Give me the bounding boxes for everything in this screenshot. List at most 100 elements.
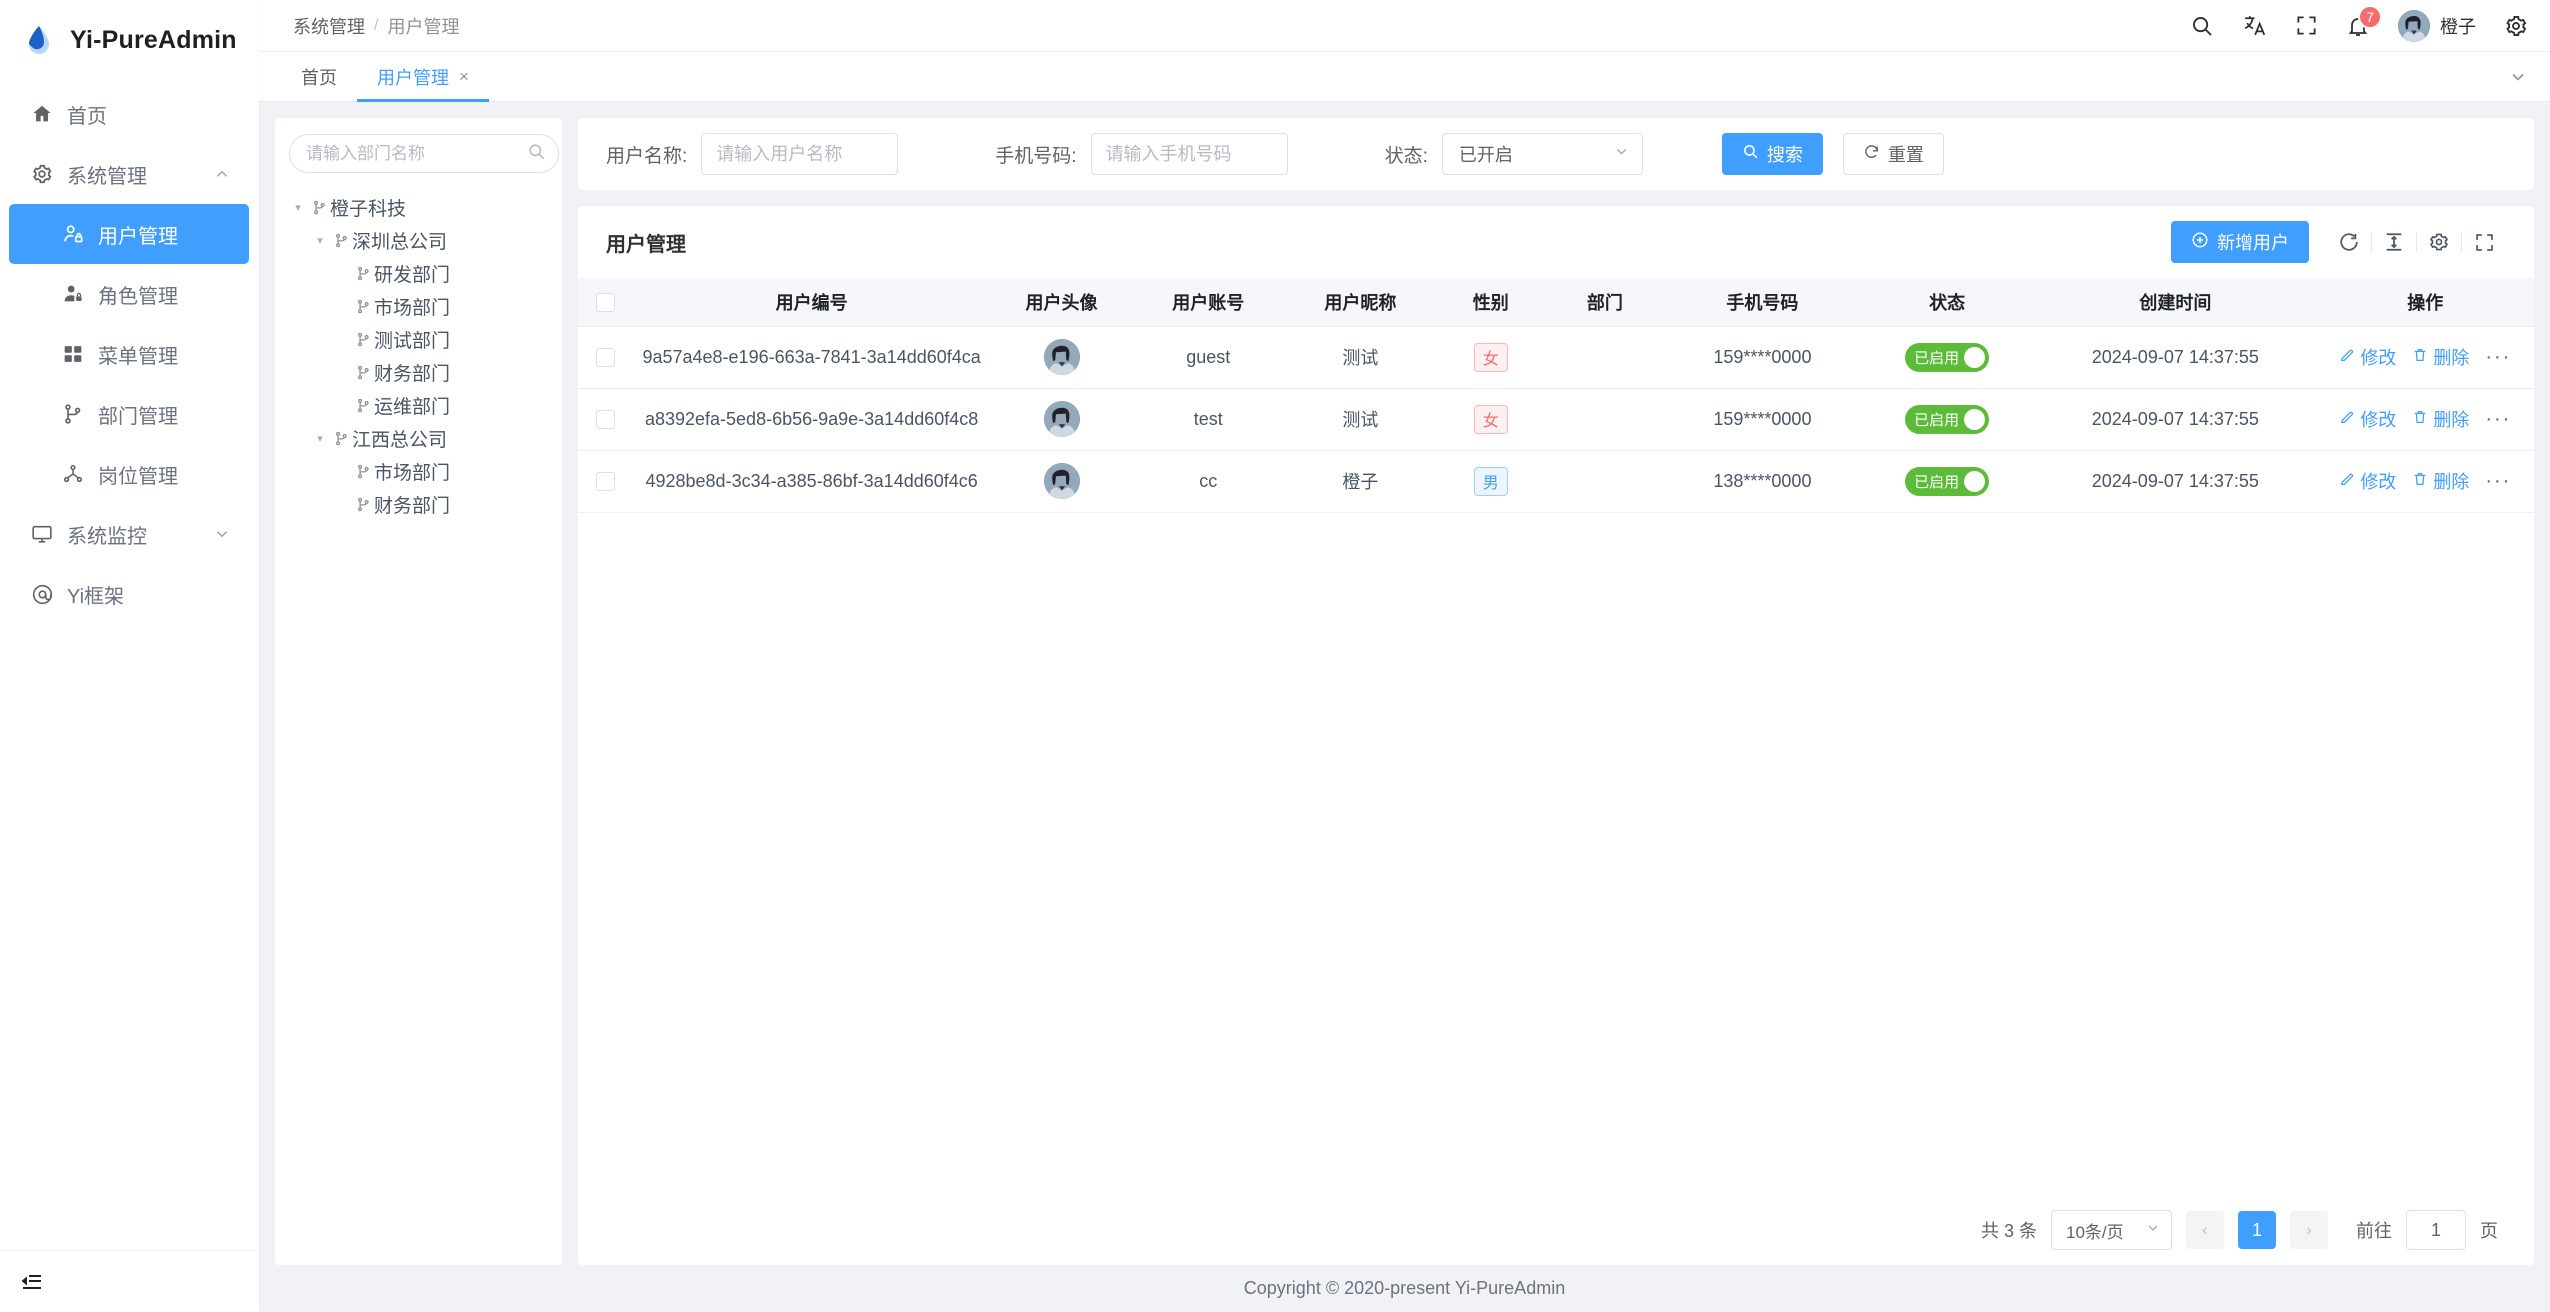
status-toggle[interactable]: 已启用 (1905, 404, 1990, 434)
tree-node[interactable]: 市场部门 (275, 290, 562, 323)
row-checkbox[interactable] (595, 410, 615, 430)
row-checkbox[interactable] (595, 348, 615, 368)
tree-node[interactable]: 运维部门 (275, 389, 562, 422)
fullscreen-icon[interactable] (2295, 14, 2318, 37)
sidebar-item-user-management[interactable]: 用户管理 (9, 204, 249, 264)
branch-icon (353, 266, 373, 281)
tab-user-management[interactable]: 用户管理 × (357, 52, 489, 102)
density-icon[interactable] (2372, 222, 2416, 262)
toggle-knob (1964, 408, 1986, 430)
more-actions-icon[interactable]: ··· (2485, 470, 2512, 492)
cell-operations: 修改 删除 ··· (2316, 450, 2534, 513)
table-header-row: 用户编号 用户头像 用户账号 用户昵称 性别 部门 手机号码 状态 创建时间 操… (578, 278, 2534, 326)
page-number-1[interactable]: 1 (2238, 1211, 2276, 1249)
status-toggle[interactable]: 已启用 (1905, 342, 1990, 372)
select-all-checkbox[interactable] (595, 293, 615, 312)
tree-node[interactable]: 市场部门 (275, 455, 562, 488)
username-input-field[interactable] (716, 143, 884, 165)
tree-node[interactable]: ▾ 江西总公司 (275, 422, 562, 455)
chevron-down-icon (213, 525, 231, 543)
table-row[interactable]: 4928be8d-3c34-a385-86bf-3a14dd60f4c6 cc … (578, 450, 2534, 513)
sidebar-item-label: 系统监控 (67, 525, 147, 548)
status-select[interactable]: 已开启 (1441, 133, 1643, 175)
reset-button[interactable]: 重置 (1842, 133, 1944, 175)
search-input-field[interactable] (306, 143, 527, 164)
sidebar-item-yi-framework[interactable]: Yi框架 (9, 564, 249, 624)
cell-nickname: 测试 (1284, 325, 1437, 389)
brand[interactable]: Yi-PureAdmin (0, 0, 258, 80)
add-user-button[interactable]: 新增用户 (2171, 221, 2309, 263)
branch-icon (353, 398, 373, 413)
settings-icon[interactable] (2417, 222, 2461, 262)
translate-icon[interactable] (2242, 13, 2267, 38)
sidebar-item-label: 首页 (67, 105, 107, 128)
close-icon[interactable]: × (459, 66, 469, 86)
tabbar: 首页 用户管理 × (259, 52, 2550, 102)
next-page-button[interactable]: › (2290, 1211, 2328, 1249)
bell-icon[interactable]: 7 (2346, 4, 2382, 38)
column-created: 创建时间 (2034, 278, 2317, 326)
sidebar-item-system-monitor[interactable]: 系统监控 (9, 504, 249, 564)
cell-account: guest (1132, 325, 1285, 389)
fullscreen-icon[interactable] (2462, 222, 2506, 262)
edit-button[interactable]: 修改 (2339, 406, 2396, 432)
sidebar-item-system-management[interactable]: 系统管理 (9, 144, 249, 204)
sidebar-item-post-management[interactable]: 岗位管理 (9, 444, 249, 504)
sidebar-item-label: 系统管理 (67, 165, 147, 188)
table-row[interactable]: 9a57a4e8-e196-663a-7841-3a14dd60f4ca gue… (578, 325, 2534, 389)
sidebar-menu: 首页 系统管理 (0, 84, 258, 624)
search-button[interactable]: 搜索 (1721, 133, 1823, 175)
tree-node[interactable]: 财务部门 (275, 488, 562, 521)
edit-button[interactable]: 修改 (2339, 344, 2396, 370)
delete-button[interactable]: 删除 (2412, 406, 2469, 432)
sidebar-item-home[interactable]: 首页 (9, 84, 249, 144)
user-menu[interactable]: 橙子 (2398, 9, 2476, 42)
search-icon[interactable] (2190, 14, 2214, 38)
table-row[interactable]: a8392efa-5ed8-6b56-9a9e-3a14dd60f4c8 tes… (578, 388, 2534, 451)
breadcrumb-item[interactable]: 用户管理 (387, 16, 460, 37)
sidebar-item-role-management[interactable]: 角色管理 (9, 264, 249, 324)
phone-input[interactable] (1090, 133, 1288, 175)
refresh-icon[interactable] (2327, 222, 2371, 262)
sidebar-item-menu-management[interactable]: 菜单管理 (9, 324, 249, 384)
tree-node-label: 橙子科技 (330, 199, 407, 220)
sidebar-item-department-management[interactable]: 部门管理 (9, 384, 249, 444)
more-actions-icon[interactable]: ··· (2485, 408, 2512, 430)
tree-node[interactable]: 财务部门 (275, 356, 562, 389)
collapse-sidebar-icon[interactable] (20, 1270, 44, 1294)
select-all-header (578, 278, 633, 326)
jump-page-field[interactable] (2407, 1219, 2465, 1241)
delete-button[interactable]: 删除 (2412, 468, 2469, 494)
caret-icon[interactable]: ▾ (317, 235, 323, 247)
home-icon (30, 102, 54, 126)
jump-page-input[interactable] (2406, 1210, 2466, 1250)
row-select-cell (578, 325, 633, 389)
prev-page-button[interactable]: ‹ (2186, 1211, 2224, 1249)
edit-button[interactable]: 修改 (2339, 468, 2396, 494)
breadcrumb-item[interactable]: 系统管理 (293, 16, 365, 37)
tree-node[interactable]: 测试部门 (275, 323, 562, 356)
username-input[interactable] (701, 133, 899, 175)
tree-node[interactable]: ▾ 深圳总公司 (275, 224, 562, 257)
pencil-icon (2339, 471, 2355, 492)
gear-icon[interactable] (2504, 14, 2528, 38)
chevron-down-icon (2145, 1220, 2161, 1241)
status-toggle[interactable]: 已启用 (1905, 466, 1990, 496)
caret-icon[interactable]: ▾ (317, 433, 323, 445)
tab-home[interactable]: 首页 (281, 52, 357, 101)
cell-nickname: 测试 (1284, 388, 1437, 451)
more-actions-icon[interactable]: ··· (2485, 346, 2512, 368)
tree-node[interactable]: ▾ 橙子科技 (275, 191, 562, 224)
row-checkbox[interactable] (595, 472, 615, 492)
delete-button[interactable]: 删除 (2412, 344, 2469, 370)
caret-icon[interactable]: ▾ (295, 202, 301, 214)
cell-phone: 159****0000 (1664, 388, 1861, 451)
pencil-icon (2339, 409, 2355, 430)
divider (2416, 232, 2417, 252)
search-icon[interactable] (527, 142, 546, 166)
tree-node[interactable]: 研发部门 (275, 257, 562, 290)
tabbar-more[interactable] (2508, 52, 2550, 101)
page-size-select[interactable]: 10条/页 (2051, 1210, 2172, 1250)
phone-input-field[interactable] (1105, 143, 1273, 165)
department-search-input[interactable] (289, 134, 559, 173)
